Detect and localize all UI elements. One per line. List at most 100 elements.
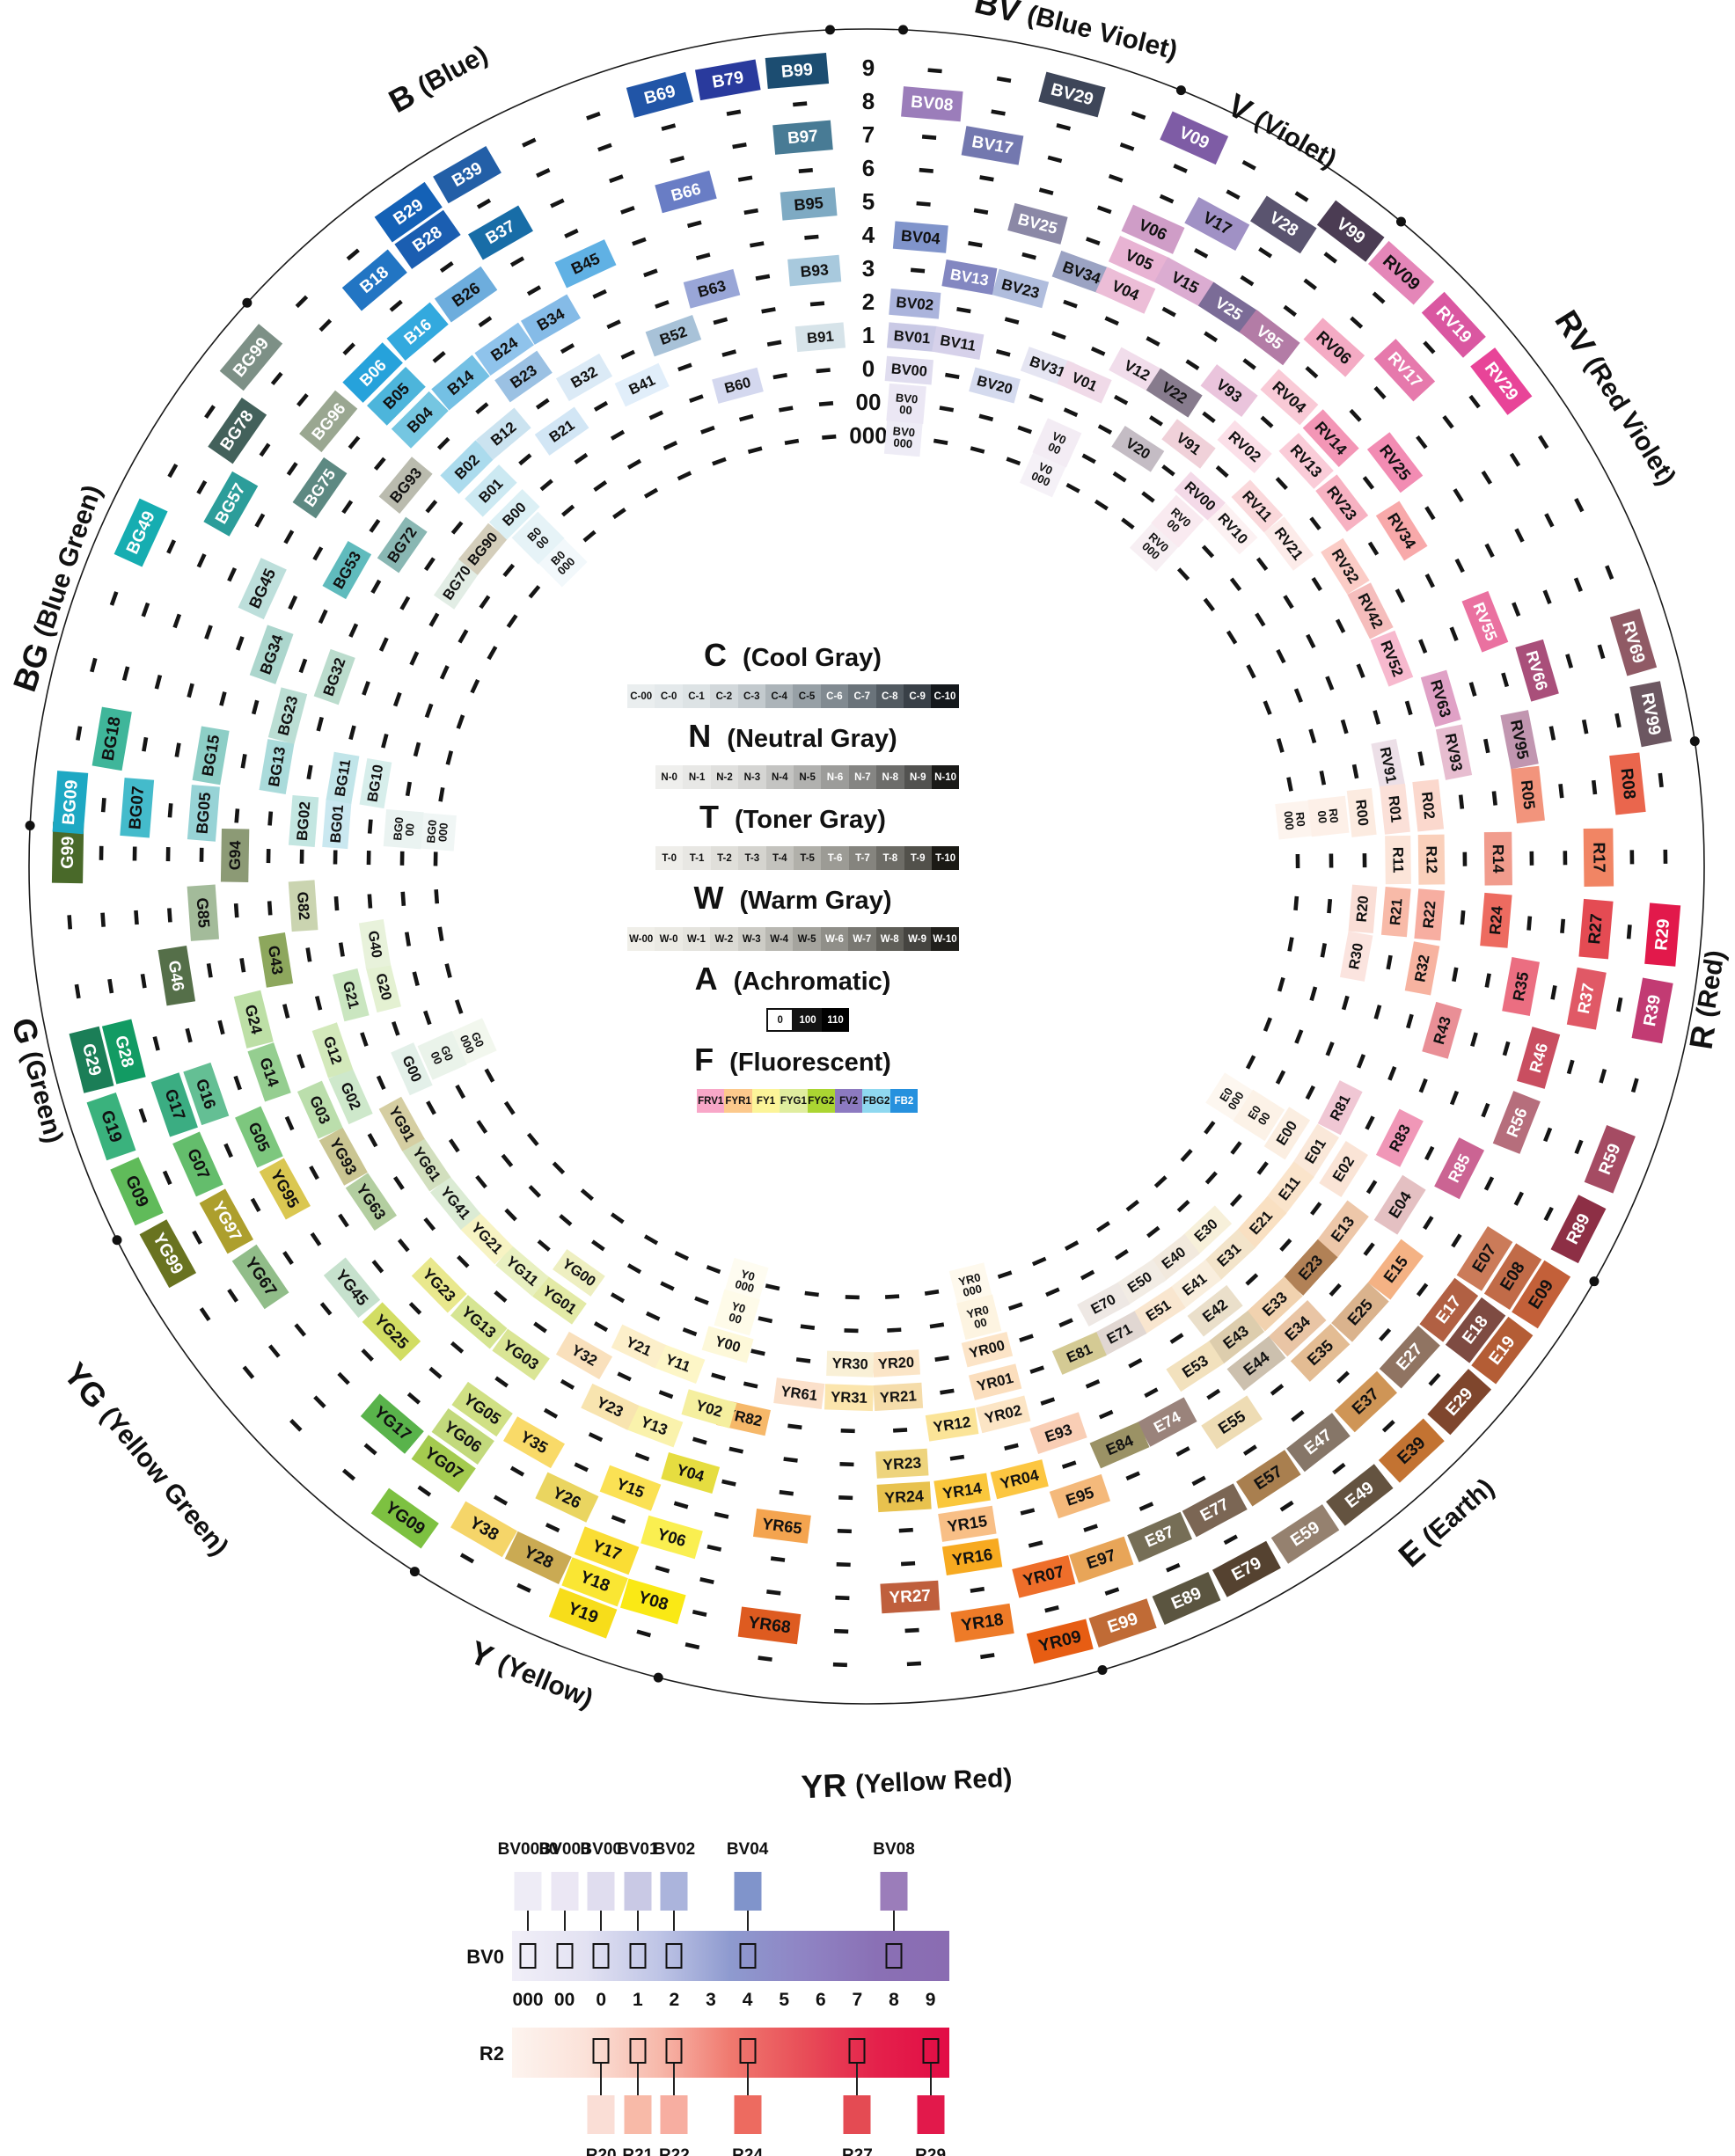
empty-slot-dash (412, 971, 420, 987)
color-chip-g40: G40 (358, 919, 392, 969)
empty-slot-dash (1153, 1175, 1168, 1188)
gradient-bar-r2 (512, 2028, 949, 2078)
empty-slot-dash (167, 803, 173, 818)
chip-swatch (1370, 630, 1414, 687)
chip-label: YR20 (878, 1355, 915, 1372)
chip-swatch (901, 86, 963, 122)
chip-label: R02 (1418, 791, 1438, 820)
chip-swatch (233, 990, 274, 1049)
color-chip-r35: R35 (1502, 956, 1541, 1017)
connector-line (563, 1911, 566, 1944)
chip-label: BG000 (391, 816, 417, 842)
empty-slot-dash (509, 256, 525, 267)
sector-y: Y0000Y000Y00Y02Y04Y06Y08Y11Y13Y15Y17Y18Y… (450, 1234, 769, 1714)
empty-slot-dash (1423, 1216, 1434, 1231)
chip-swatch (299, 390, 358, 453)
empty-slot-dash (661, 123, 677, 131)
bar-marker-square (739, 1943, 757, 1969)
color-chip-g14: G14 (247, 1042, 291, 1102)
ring-value-label: 6 (862, 155, 875, 181)
empty-slot-dash (217, 1020, 225, 1035)
color-chip-bv00: BV00 (884, 355, 933, 385)
chip-swatch (1291, 1123, 1340, 1179)
empty-slot-dash (1085, 1378, 1101, 1389)
empty-slot-dash (432, 350, 446, 363)
sector-v: V0000V000V01V04V05V06V09V12V15V17V20V22V… (1019, 86, 1385, 530)
chip-swatch (645, 314, 702, 357)
sector-label-g: G(Green) (5, 1014, 72, 1147)
color-chip-r05: R05 (1511, 765, 1545, 824)
chip-swatch (1422, 1001, 1462, 1059)
empty-slot-dash (484, 1068, 495, 1083)
empty-slot-dash (1270, 1384, 1285, 1396)
empty-slot-dash (223, 1143, 233, 1158)
empty-slot-dash (206, 963, 213, 978)
color-chip-e11: E11 (1264, 1161, 1314, 1216)
chip-swatch (450, 1295, 508, 1349)
chip-swatch (52, 771, 89, 835)
empty-slot-dash (296, 1054, 305, 1069)
empty-slot-dash (166, 539, 177, 554)
color-chip-g12: G12 (311, 1022, 354, 1078)
chip-swatch (1108, 235, 1170, 284)
empty-slot-dash (1303, 278, 1317, 290)
empty-slot-dash (165, 847, 171, 862)
empty-slot-dash (761, 307, 776, 314)
empty-slot-dash (1591, 779, 1598, 795)
empty-slot-dash (408, 1302, 422, 1315)
chip-swatch (377, 516, 428, 574)
chip-label: BG02 (294, 800, 314, 841)
empty-slot-dash (574, 452, 589, 464)
empty-slot-dash (800, 1324, 816, 1330)
chip-swatch (1515, 639, 1559, 702)
color-chip-v28: V28 (1250, 195, 1317, 254)
legend-chip-w-7: W-7 (848, 927, 876, 951)
color-chip-v20: V20 (1111, 425, 1165, 472)
empty-slot-dash (154, 674, 163, 690)
chip-swatch (1480, 892, 1512, 948)
empty-slot-dash (560, 504, 575, 517)
color-chip-bg11: BG11 (326, 751, 360, 804)
chip-swatch (1174, 471, 1226, 522)
empty-slot-dash (109, 591, 119, 606)
empty-slot-dash (1085, 237, 1101, 245)
chip-swatch (1166, 1341, 1225, 1392)
empty-slot-dash (610, 1292, 626, 1304)
color-chip-bg23: BG23 (267, 687, 308, 744)
connector-line (673, 2064, 676, 2095)
empty-slot-dash (413, 742, 421, 757)
empty-slot-dash (552, 1161, 566, 1175)
chip-label: G99 (58, 836, 78, 869)
chip-swatch (1375, 1108, 1424, 1167)
color-chip-yg99: YG99 (139, 1219, 197, 1289)
chip-swatch (876, 1481, 932, 1513)
chip-label: B91 (806, 328, 834, 347)
legend-title-n: N (Neutral Gray) (688, 718, 897, 755)
empty-slot-dash (1581, 719, 1589, 735)
empty-slot-dash (1255, 612, 1266, 627)
chip-label: R000 (1315, 808, 1342, 825)
legend-chip-c-3: C-3 (737, 684, 765, 708)
empty-slot-dash (476, 198, 492, 209)
legend-chip-n-6: N-6 (821, 765, 849, 789)
chip-label: YR24 (884, 1487, 925, 1507)
legend-chip-n-3: N-3 (738, 765, 766, 789)
empty-slot-dash (399, 851, 405, 866)
chip-label: R14 (1490, 844, 1507, 873)
legend-row-w: W-00 W-0 W-1 W-2 W-3 W-4 W-5 W-6 W-7 W-8 W-9 W-10 (627, 927, 959, 951)
chip-swatch (172, 1131, 223, 1197)
empty-slot-dash (1104, 316, 1119, 326)
legend-chip-n-4: N-4 (765, 765, 794, 789)
empty-slot-dash (1294, 1029, 1304, 1044)
empty-slot-dash (1114, 1248, 1129, 1261)
swatch-bv01 (624, 1872, 652, 1911)
color-chip-bv23: BV23 (992, 268, 1050, 309)
empty-slot-dash (934, 1356, 949, 1362)
empty-slot-dash (695, 252, 711, 260)
swatch-label-bv00: BV00 (580, 1840, 622, 1859)
empty-slot-dash (636, 1629, 652, 1638)
empty-slot-dash (1574, 498, 1585, 513)
empty-slot-dash (298, 658, 308, 674)
chip-label: R24 (1486, 905, 1506, 935)
legend-chip-c-10: C-10 (931, 684, 959, 708)
